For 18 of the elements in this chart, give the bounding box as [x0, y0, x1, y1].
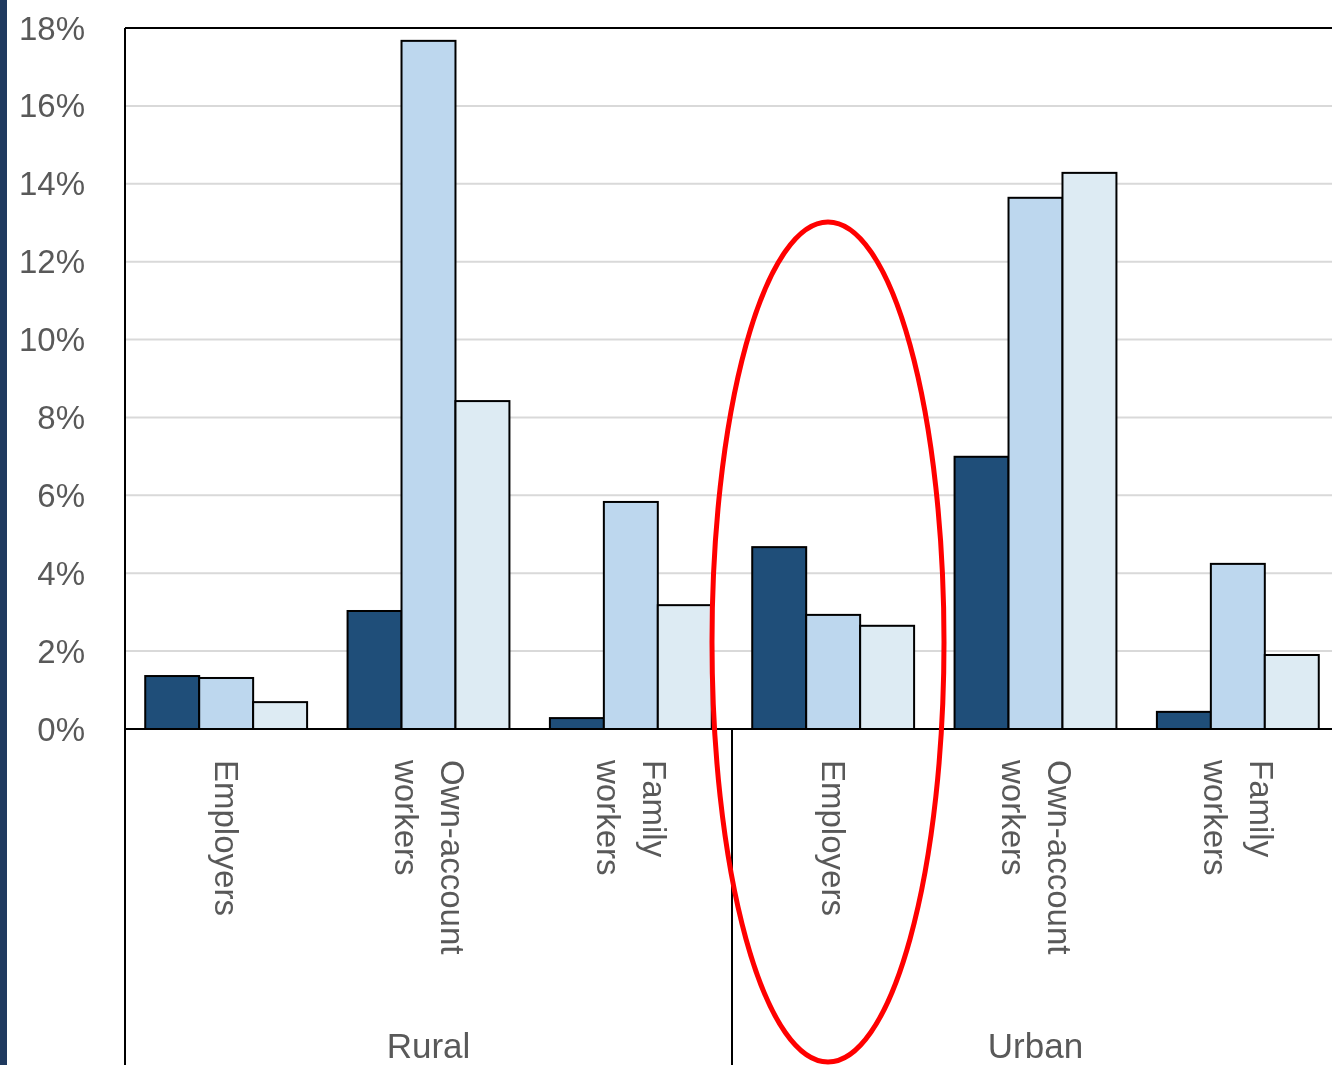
x-tick-label: Employers [815, 760, 853, 916]
y-tick-label: 18% [18, 9, 85, 47]
y-tick-label: 0% [37, 710, 85, 748]
y-tick-label: 4% [37, 554, 85, 592]
y-tick-label: 14% [18, 165, 85, 203]
x-tick-label: Family workers [1196, 759, 1280, 876]
x-tick-label: Own-account workers [994, 759, 1078, 955]
y-tick-label: 8% [37, 398, 85, 436]
y-tick-label: 16% [18, 87, 85, 125]
y-tick-label: 2% [37, 632, 85, 670]
x-tick-label: Own-account workers [387, 759, 471, 955]
y-tick-label: 12% [18, 243, 85, 281]
text: Urban [987, 1026, 1084, 1065]
x-tick-label: Employers [208, 760, 246, 916]
text: Rural [386, 1026, 471, 1065]
x-tick-label: Family workers [589, 759, 673, 876]
y-tick-label: 10% [18, 321, 85, 359]
y-tick-label: 6% [37, 476, 85, 514]
